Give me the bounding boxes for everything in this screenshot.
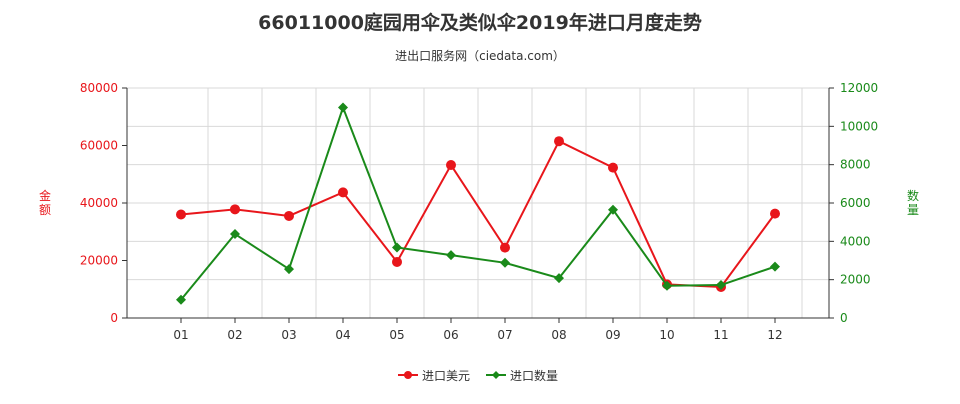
- y-left-tick-label: 80000: [80, 81, 118, 95]
- axes: 0 20000 40000 60000 80000 0 2000 4000 6000 8000 10…: [39, 81, 919, 342]
- x-tick-label: 01: [173, 328, 188, 342]
- y-right-tick-label: 6000: [840, 196, 871, 210]
- series-layer: [176, 102, 780, 305]
- data-point-amount: [770, 208, 780, 219]
- data-point-amount: [284, 210, 294, 221]
- y-left-tick-label: 20000: [80, 254, 118, 268]
- data-point-quantity: [554, 273, 564, 284]
- data-point-quantity: [176, 294, 186, 305]
- data-point-quantity: [284, 264, 294, 275]
- legend-marker: [404, 371, 412, 379]
- data-point-quantity: [230, 229, 240, 240]
- y-right-tick-label: 0: [840, 311, 848, 325]
- y-axis-right-title: 数量: [907, 188, 919, 217]
- x-tick-label: 04: [335, 328, 350, 342]
- x-tick-label: 05: [389, 328, 404, 342]
- x-tick-label: 06: [443, 328, 458, 342]
- data-point-amount: [338, 187, 348, 198]
- data-point-amount: [500, 242, 510, 253]
- y-right-tick-label: 4000: [840, 234, 871, 248]
- legend-item-quantity[interactable]: 进口数量: [486, 368, 558, 383]
- chart-title: 66011000庭园用伞及类似伞2019年进口月度走势: [258, 11, 702, 34]
- x-tick-label: 03: [281, 328, 296, 342]
- x-tick-label: 02: [227, 328, 242, 342]
- data-point-quantity: [500, 257, 510, 268]
- data-point-quantity: [608, 204, 618, 215]
- legend[interactable]: 进口美元 进口数量: [398, 368, 558, 383]
- x-tick-label: 07: [497, 328, 512, 342]
- grid-lines: [127, 87, 829, 318]
- y-left-tick-label: 40000: [80, 196, 118, 210]
- data-point-quantity: [446, 250, 456, 261]
- y-axis-left-title: 金额: [39, 188, 51, 217]
- x-tick-label: 09: [605, 328, 620, 342]
- x-tick-label: 11: [713, 328, 728, 342]
- y-left-tick-label: 0: [110, 311, 118, 325]
- data-point-quantity: [392, 242, 402, 253]
- data-point-quantity: [770, 261, 780, 272]
- legend-label: 进口美元: [422, 369, 470, 383]
- y-right-tick-label: 10000: [840, 119, 878, 133]
- data-point-amount: [176, 209, 186, 220]
- y-right-tick-label: 8000: [840, 158, 871, 172]
- data-point-amount: [392, 256, 402, 267]
- x-tick-label: 10: [659, 328, 674, 342]
- legend-marker: [492, 371, 500, 379]
- legend-label: 进口数量: [510, 368, 558, 383]
- x-tick-label: 12: [767, 328, 782, 342]
- data-point-amount: [608, 162, 618, 173]
- data-point-quantity: [662, 280, 672, 291]
- y-left-tick-label: 60000: [80, 139, 118, 153]
- chart-subtitle: 进出口服务网（ciedata.com）: [395, 48, 565, 63]
- data-point-quantity: [338, 102, 348, 113]
- data-point-amount: [446, 160, 456, 171]
- x-tick-label: 08: [551, 328, 566, 342]
- legend-item-amount[interactable]: 进口美元: [398, 369, 470, 383]
- series-line-quantity: [180, 104, 776, 301]
- y-right-tick-label: 12000: [840, 81, 878, 95]
- data-point-amount: [554, 136, 564, 147]
- data-point-amount: [230, 204, 240, 215]
- y-right-tick-label: 2000: [840, 273, 871, 287]
- data-point-quantity: [716, 280, 726, 291]
